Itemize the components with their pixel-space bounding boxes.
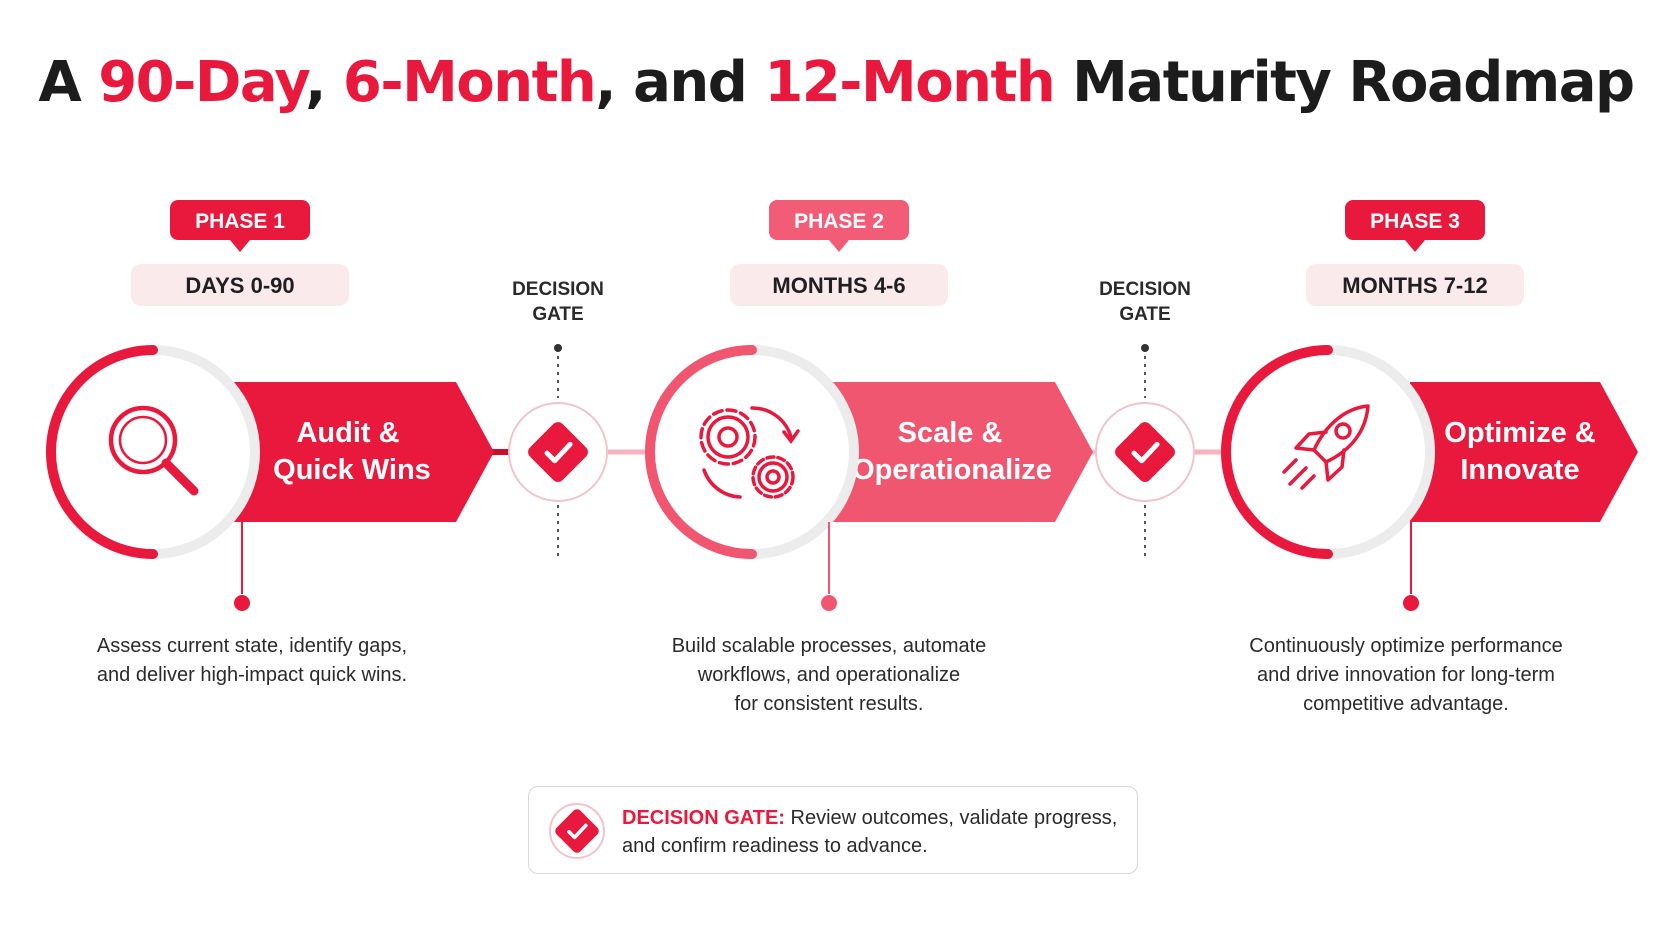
period-label: MONTHS 7-12	[1342, 273, 1487, 298]
phase-arrow	[1410, 382, 1638, 522]
decision-gate-legend: DECISION GATE: Review outcomes, validate…	[528, 786, 1138, 874]
title-highlight-90-day: 90-Day	[98, 50, 306, 115]
description-line: and deliver high-impact quick wins.	[96, 664, 408, 686]
legend-label: DECISION GATE:	[622, 807, 785, 829]
period-label: DAYS 0-90	[185, 273, 294, 298]
phase-2: PHASE 2 MONTHS 4-6 Scale & Operationaliz…	[645, 200, 1093, 611]
title-part: ,	[305, 50, 343, 115]
phase-arrow	[820, 382, 1093, 522]
title-part: Maturity Roadmap	[1054, 50, 1635, 115]
phase-badge-label: PHASE 2	[794, 210, 884, 233]
phase-stem-dot	[234, 595, 250, 611]
magnifier-icon	[108, 405, 199, 496]
phase-arrow	[225, 382, 494, 522]
decision-gate-2: DECISION GATE	[1095, 279, 1195, 558]
phase-1-description: Assess current state, identify gaps, and…	[42, 632, 462, 690]
check-diamond-icon	[549, 803, 605, 859]
phase-name-line2: Operationalize	[852, 454, 1052, 486]
description-line: for consistent results.	[734, 693, 924, 715]
period-label: MONTHS 4-6	[772, 273, 905, 298]
title-highlight-6-month: 6-Month	[342, 50, 597, 115]
phase-name-line2: Innovate	[1460, 454, 1579, 486]
rocket-icon	[1282, 404, 1370, 490]
decision-gate-1: DECISION GATE	[508, 279, 608, 558]
phase-name-line1: Scale &	[898, 417, 1003, 449]
period-pill: MONTHS 7-12	[1306, 264, 1524, 306]
gate-label-line1: DECISION	[512, 279, 604, 300]
title-part: A	[38, 50, 99, 115]
legend-text: DECISION GATE: Review outcomes, validate…	[622, 804, 1122, 860]
phase-medallion	[46, 345, 260, 559]
gate-label-line2: GATE	[532, 304, 583, 325]
phase-2-description: Build scalable processes, automate workf…	[619, 632, 1039, 719]
phase-badge: PHASE 3	[1345, 200, 1485, 252]
description-line: Assess current state, identify gaps,	[96, 635, 408, 657]
description-line: Continuously optimize performance	[1249, 635, 1563, 657]
phase-badge-label: PHASE 3	[1370, 210, 1460, 233]
period-pill: MONTHS 4-6	[730, 264, 948, 306]
phase-3-description: Continuously optimize performance and dr…	[1196, 632, 1616, 719]
phase-badge: PHASE 1	[170, 200, 310, 252]
description-line: workflows, and operationalize	[697, 664, 961, 686]
phase-medallion	[1221, 345, 1435, 559]
phase-badge: PHASE 2	[769, 200, 909, 252]
title-highlight-12-month: 12-Month	[764, 50, 1055, 115]
phase-name-line1: Optimize &	[1444, 417, 1596, 449]
gears-icon	[699, 406, 800, 499]
description-line: competitive advantage.	[1303, 693, 1509, 715]
phase-name-line2: Quick Wins	[273, 454, 431, 486]
legend-text-line2: and confirm readiness to advance.	[622, 835, 928, 857]
phase-3: PHASE 3 MONTHS 7-12 Optimize & Innovate	[1221, 200, 1638, 611]
phase-1: PHASE 1 DAYS 0-90 Audit & Quick Wins	[46, 200, 494, 611]
phase-badge-label: PHASE 1	[195, 210, 285, 233]
title-part: , and	[595, 50, 765, 115]
description-line: Build scalable processes, automate	[671, 635, 987, 657]
gate-label-line1: DECISION	[1099, 279, 1191, 300]
legend-text-line1: Review outcomes, validate progress,	[784, 807, 1118, 829]
phase-stem-dot	[1403, 595, 1419, 611]
gate-label-line2: GATE	[1119, 304, 1170, 325]
phase-name-line1: Audit &	[296, 417, 399, 449]
phase-medallion	[645, 345, 859, 559]
period-pill: DAYS 0-90	[131, 264, 349, 306]
page-title: A 90-Day, 6-Month, and 12-Month Maturity…	[0, 50, 1672, 115]
phase-stem-dot	[821, 595, 837, 611]
description-line: and drive innovation for long-term	[1257, 664, 1555, 686]
